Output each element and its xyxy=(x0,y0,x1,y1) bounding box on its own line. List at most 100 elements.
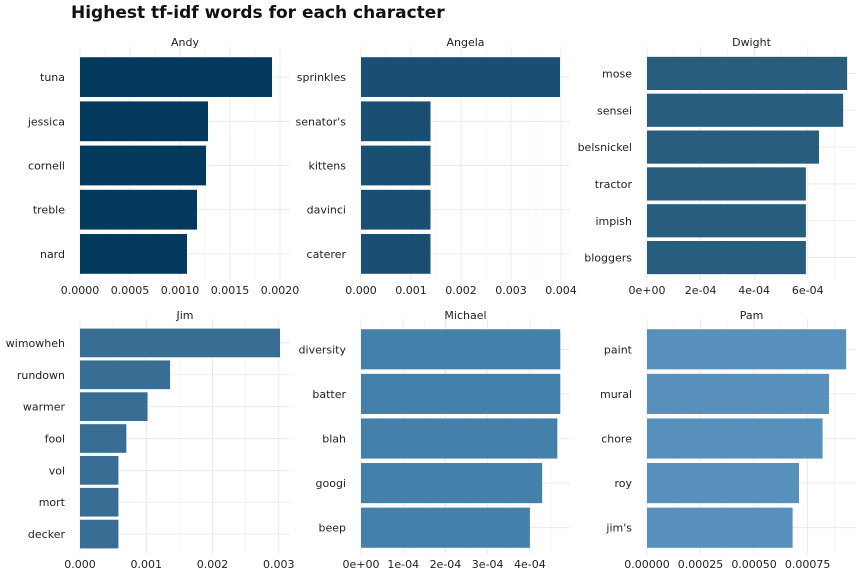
x-tick-label: 2e-04 xyxy=(430,558,462,571)
bar-cornell xyxy=(80,145,206,186)
facet-strip-label: Dwight xyxy=(732,36,771,49)
bar-wimowheh xyxy=(80,328,281,358)
y-tick-label: diversity xyxy=(299,343,347,356)
x-tick-label: 0.0000 xyxy=(61,284,100,297)
bar-belsnickel xyxy=(647,130,820,164)
chart-title: Highest tf-idf words for each character xyxy=(71,3,445,23)
bar-mort xyxy=(80,487,119,517)
y-tick-label: decker xyxy=(28,528,66,541)
x-tick-label: 0.000 xyxy=(345,284,377,297)
x-tick-label: 1e-04 xyxy=(387,558,419,571)
y-tick-label: rundown xyxy=(17,369,65,382)
x-tick-label: 4e-04 xyxy=(738,284,770,297)
y-tick-label: mort xyxy=(39,496,66,509)
bar-caterer xyxy=(361,234,431,274)
bar-jessica xyxy=(80,101,208,142)
y-tick-label: tractor xyxy=(595,178,633,191)
bar-nard xyxy=(80,234,187,274)
x-tick-label: 0.000 xyxy=(64,558,96,571)
y-tick-label: fool xyxy=(45,433,65,446)
y-tick-label: blah xyxy=(322,433,346,446)
y-tick-label: bloggers xyxy=(584,252,632,265)
bar-blah xyxy=(361,418,558,459)
y-tick-label: impish xyxy=(595,215,632,228)
x-tick-label: 0.004 xyxy=(545,284,577,297)
x-tick-label: 0.0005 xyxy=(111,284,150,297)
bar-mose xyxy=(647,56,848,90)
facet-strip-label: Angela xyxy=(446,36,484,49)
bar-roy xyxy=(647,463,800,504)
x-tick-label: 0.003 xyxy=(495,284,527,297)
x-tick-label: 0.002 xyxy=(197,558,229,571)
y-tick-label: tuna xyxy=(40,71,65,84)
x-tick-label: 2e-04 xyxy=(685,284,717,297)
y-tick-label: jim's xyxy=(605,522,632,535)
bar-bloggers xyxy=(647,241,806,275)
bar-sprinkles xyxy=(361,57,560,97)
bar-impish xyxy=(647,204,806,238)
bar-mural xyxy=(647,373,830,414)
bar-decker xyxy=(80,519,119,549)
panel-jim: 0.000 0.001 0.002 0.003 wimowheh rundown warme… xyxy=(6,309,295,571)
bar-tuna xyxy=(80,57,272,97)
y-tick-label: chore xyxy=(601,433,632,446)
y-tick-label: caterer xyxy=(307,248,347,261)
facet-strip-label: Michael xyxy=(444,309,486,322)
y-tick-label: mose xyxy=(602,67,632,80)
x-tick-label: 0.0010 xyxy=(161,284,200,297)
x-tick-label: 0.00025 xyxy=(678,558,724,571)
bar-fool xyxy=(80,424,127,453)
y-tick-label: belsnickel xyxy=(578,141,632,154)
bar-paint xyxy=(647,329,847,370)
y-tick-label: mural xyxy=(600,388,632,401)
y-tick-label: sensei xyxy=(597,104,632,117)
bar-warmer xyxy=(80,392,148,421)
bar-kittens xyxy=(361,145,431,186)
bar-jim-s xyxy=(647,507,793,548)
bar-batter xyxy=(361,373,561,414)
bar-davinci xyxy=(361,189,431,230)
x-tick-label: 0.001 xyxy=(130,558,162,571)
y-tick-label: senator's xyxy=(295,115,346,128)
bar-beep xyxy=(361,507,530,548)
y-tick-label: paint xyxy=(604,343,633,356)
y-tick-label: jessica xyxy=(27,115,65,128)
y-tick-label: treble xyxy=(33,204,65,217)
bar-chore xyxy=(647,418,823,459)
bar-rundown xyxy=(80,360,171,390)
bar-diversity xyxy=(361,329,561,370)
bar-senator-s xyxy=(361,101,431,142)
panel-dwight: 0e+00 2e-04 4e-04 6e-04 mose sensei belsnickel… xyxy=(578,36,856,297)
y-tick-label: davinci xyxy=(307,204,346,217)
x-tick-label: 0e+00 xyxy=(629,284,666,297)
facet-strip-label: Andy xyxy=(171,36,199,49)
y-tick-label: googi xyxy=(316,477,346,490)
bar-vol xyxy=(80,456,119,485)
x-tick-label: 0.0015 xyxy=(211,284,250,297)
y-tick-label: vol xyxy=(49,464,65,477)
x-tick-label: 0.00000 xyxy=(624,558,670,571)
y-tick-label: batter xyxy=(312,388,346,401)
panel-pam: 0.00000 0.00025 0.00050 0.00075 paint mural ch… xyxy=(600,309,856,571)
x-tick-label: 0e+00 xyxy=(343,558,380,571)
y-tick-label: roy xyxy=(614,477,632,490)
y-tick-label: sprinkles xyxy=(297,71,346,84)
panel-angela: 0.000 0.001 0.002 0.003 0.004 sprinkles senato… xyxy=(295,36,576,297)
y-tick-label: warmer xyxy=(23,401,66,414)
facet-strip-label: Pam xyxy=(740,309,764,322)
y-tick-label: wimowheh xyxy=(6,337,65,350)
y-tick-label: cornell xyxy=(28,160,65,173)
panel-andy: 0.0000 0.0005 0.0010 0.0015 0.0020 tuna jessic… xyxy=(27,36,299,297)
panel-michael: 0e+00 1e-04 2e-04 3e-04 4e-04 diversity batter… xyxy=(299,309,570,571)
x-tick-label: 0.002 xyxy=(445,284,477,297)
bar-treble xyxy=(80,189,197,230)
x-tick-label: 4e-04 xyxy=(514,558,546,571)
bar-tractor xyxy=(647,167,806,201)
y-tick-label: beep xyxy=(319,522,347,535)
bar-sensei xyxy=(647,93,844,127)
bar-googi xyxy=(361,463,543,504)
x-tick-label: 0.00075 xyxy=(785,558,831,571)
x-tick-label: 0.003 xyxy=(263,558,295,571)
x-tick-label: 0.0020 xyxy=(261,284,300,297)
